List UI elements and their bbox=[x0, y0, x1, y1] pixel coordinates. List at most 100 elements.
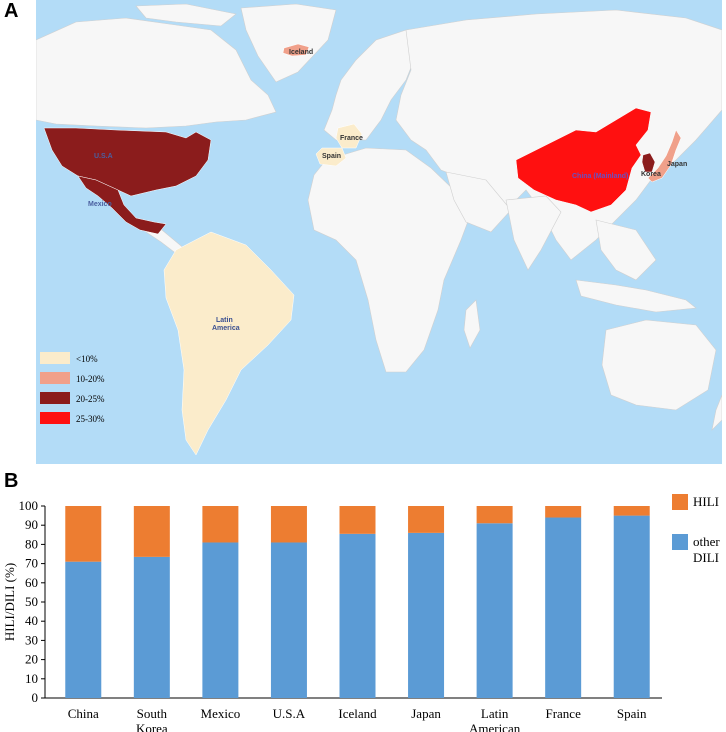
bar-hili-u-s-a bbox=[270, 506, 307, 543]
bar-hili-iceland bbox=[339, 506, 376, 534]
map-label-latin: Latin bbox=[216, 317, 233, 324]
x-tick-label-line: South bbox=[137, 706, 168, 721]
chart-bars bbox=[65, 506, 650, 698]
bar-other-dili-france bbox=[545, 517, 582, 698]
x-tick-label: France bbox=[545, 706, 581, 721]
legend-swatch-hili bbox=[672, 494, 688, 510]
bar-hili-japan bbox=[408, 506, 445, 533]
australia bbox=[601, 319, 717, 411]
region-spain bbox=[315, 147, 347, 167]
x-tick-label: Japan bbox=[411, 706, 441, 721]
legend-swatch-lt10 bbox=[40, 352, 70, 364]
canada bbox=[36, 17, 277, 129]
y-tick-label: 20 bbox=[25, 652, 38, 667]
bar-other-dili-mexico bbox=[202, 542, 239, 698]
bar-hili-france bbox=[545, 506, 582, 518]
bar-hili-latin-american bbox=[476, 506, 513, 524]
region-china bbox=[515, 107, 652, 213]
greenland bbox=[240, 3, 337, 83]
stacked-bar-chart: 0 10 20 30 40 50 60 70 80 90 100 HILI/DILI (%) China… bbox=[2, 494, 720, 732]
map-label-latin-america: Latin America bbox=[212, 317, 240, 332]
region-france bbox=[335, 123, 363, 149]
x-tick-label: Latin American bbox=[469, 706, 521, 732]
map-label-mexico: Mexico bbox=[88, 201, 112, 208]
y-tick-label: 0 bbox=[32, 690, 39, 705]
y-tick-label: 70 bbox=[25, 556, 38, 571]
x-tick-label-line: China bbox=[68, 706, 99, 721]
legend-label-line: DILI bbox=[693, 550, 719, 565]
land-masses bbox=[36, 3, 722, 431]
legend-swatch-20-25 bbox=[40, 392, 70, 404]
y-axis-label: HILI/DILI (%) bbox=[2, 563, 17, 641]
x-tick-label-line: Mexico bbox=[201, 706, 241, 721]
map-label-china: China (Mainland) bbox=[572, 173, 628, 180]
legend-swatch-10-20 bbox=[40, 372, 70, 384]
world-map: Iceland U.S.A Mexico France Spain China … bbox=[36, 0, 722, 464]
madagascar bbox=[463, 299, 481, 349]
x-tick-label-line: Iceland bbox=[338, 706, 377, 721]
x-tick-label: Mexico bbox=[201, 706, 241, 721]
y-tick-label: 100 bbox=[19, 498, 39, 513]
x-tick-label-line: France bbox=[545, 706, 581, 721]
region-latin-america bbox=[163, 231, 295, 456]
map-label-japan: Japan bbox=[667, 161, 687, 168]
panel-label-b: B bbox=[4, 470, 19, 492]
bar-other-dili-iceland bbox=[339, 533, 376, 698]
legend-label-lt10: <10% bbox=[76, 354, 98, 364]
bar-other-dili-latin-american bbox=[476, 523, 513, 698]
new-zealand bbox=[711, 394, 722, 431]
bar-other-dili-spain bbox=[613, 515, 650, 698]
europe bbox=[323, 29, 417, 141]
x-tick-label-line: Spain bbox=[617, 706, 647, 721]
map-label-usa: U.S.A bbox=[94, 153, 113, 160]
region-japan bbox=[647, 129, 682, 183]
map-label-iceland: Iceland bbox=[289, 49, 313, 56]
map-label-france: France bbox=[340, 135, 363, 142]
indonesia bbox=[575, 279, 697, 313]
legend-label-20-25: 20-25% bbox=[76, 394, 105, 404]
southeast-asia bbox=[595, 219, 657, 281]
highlighted-regions bbox=[43, 43, 682, 456]
x-tick-label-line: Japan bbox=[411, 706, 441, 721]
y-tick-label: 40 bbox=[25, 613, 38, 628]
map-label-america: America bbox=[212, 325, 240, 332]
x-tick-label: South Korea bbox=[136, 706, 168, 732]
y-tick-label: 60 bbox=[25, 575, 38, 590]
x-tick-label: U.S.A bbox=[273, 706, 306, 721]
y-tick-label: 10 bbox=[25, 671, 38, 686]
bar-other-dili-south-korea bbox=[133, 556, 170, 698]
x-tick-label: Iceland bbox=[338, 706, 377, 721]
map-labels: Iceland U.S.A Mexico France Spain China … bbox=[88, 49, 687, 332]
x-tick-label-line: Korea bbox=[136, 721, 168, 732]
region-usa bbox=[43, 127, 212, 197]
legend-swatch-other-dili bbox=[672, 534, 688, 550]
legend-label-line: HILI bbox=[693, 494, 719, 509]
region-south-korea bbox=[641, 152, 656, 173]
arctic-islands bbox=[135, 3, 237, 27]
legend-label-other-dili: other DILI bbox=[693, 534, 720, 565]
y-tick-label: 90 bbox=[25, 517, 38, 532]
map-label-spain: Spain bbox=[322, 153, 341, 160]
bar-other-dili-china bbox=[65, 561, 102, 698]
bar-hili-mexico bbox=[202, 506, 239, 543]
region-mexico bbox=[77, 175, 167, 235]
bar-other-dili-japan bbox=[408, 532, 445, 698]
chart-axes: 0 10 20 30 40 50 60 70 80 90 100 HILI/DILI (%) China… bbox=[2, 498, 662, 732]
x-tick-label-line: U.S.A bbox=[273, 706, 306, 721]
arabia bbox=[445, 171, 512, 233]
legend-label-line: other bbox=[693, 534, 720, 549]
india bbox=[505, 195, 562, 271]
panel-label-a: A bbox=[4, 0, 19, 22]
legend-swatch-25-30 bbox=[40, 412, 70, 424]
africa bbox=[307, 147, 477, 373]
x-tick-label-line: Latin bbox=[481, 706, 509, 721]
map-legend: <10% 10-20% 20-25% 25-30% bbox=[40, 352, 105, 424]
legend-label-hili: HILI bbox=[693, 494, 719, 509]
chart-legend: HILI other DILI bbox=[672, 494, 720, 565]
legend-label-25-30: 25-30% bbox=[76, 414, 105, 424]
bar-other-dili-u-s-a bbox=[270, 542, 307, 698]
asia bbox=[395, 9, 722, 261]
y-tick-label: 50 bbox=[25, 594, 38, 609]
x-tick-label: China bbox=[68, 706, 99, 721]
bar-hili-spain bbox=[613, 506, 650, 516]
